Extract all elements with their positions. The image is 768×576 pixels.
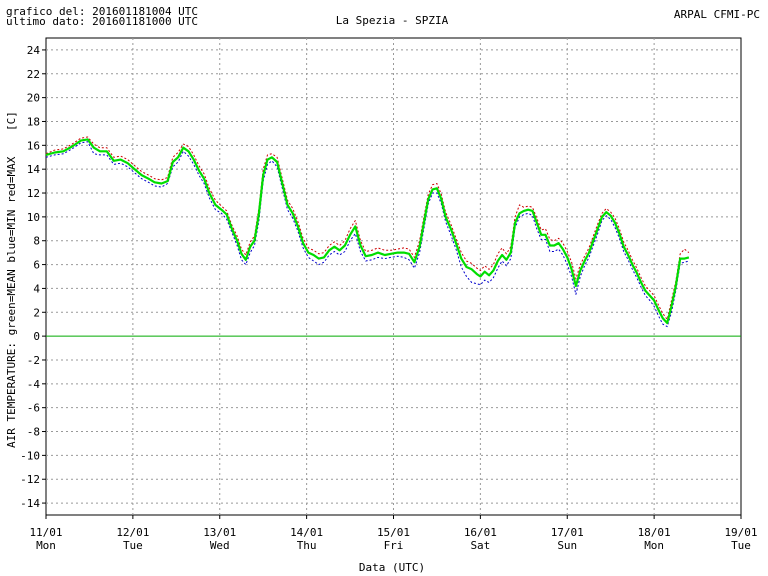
y-tick-label: 20 bbox=[27, 92, 40, 105]
mean-series-line bbox=[45, 138, 690, 325]
x-tick-day: Mon bbox=[644, 539, 664, 552]
header-graph-time: grafico del: 201601181004 UTC bbox=[6, 5, 198, 18]
x-tick-day: Tue bbox=[731, 539, 751, 552]
y-tick-label: 12 bbox=[27, 187, 40, 200]
x-tick-date: 14/01 bbox=[290, 526, 323, 539]
y-axis-unit: [C] bbox=[5, 111, 18, 131]
x-tick-date: 13/01 bbox=[203, 526, 236, 539]
x-tick-day: Sat bbox=[470, 539, 490, 552]
y-tick-label: 14 bbox=[27, 163, 41, 176]
y-tick-label: 22 bbox=[27, 68, 40, 81]
x-tick-day: Wed bbox=[210, 539, 230, 552]
x-tick-date: 11/01 bbox=[29, 526, 62, 539]
header-last-data-time: ultimo dato: 201601181000 UTC bbox=[6, 15, 198, 28]
y-tick-label: 4 bbox=[33, 282, 40, 295]
x-tick-date: 12/01 bbox=[116, 526, 149, 539]
y-tick-label: 16 bbox=[27, 139, 40, 152]
min-series-line bbox=[45, 141, 690, 328]
x-tick-day: Tue bbox=[123, 539, 143, 552]
y-tick-label: 6 bbox=[33, 259, 40, 272]
x-tick-date: 19/01 bbox=[724, 526, 757, 539]
y-tick-label: 0 bbox=[33, 330, 40, 343]
y-tick-label: 18 bbox=[27, 115, 40, 128]
x-tick-day: Fri bbox=[384, 539, 404, 552]
y-tick-label: -8 bbox=[27, 426, 40, 439]
x-tick-day: Thu bbox=[297, 539, 317, 552]
y-tick-label: 24 bbox=[27, 44, 41, 57]
y-tick-label: 2 bbox=[33, 306, 40, 319]
y-tick-label: -10 bbox=[20, 449, 40, 462]
y-axis-label: AIR TEMPERATURE: green=MEAN blue=MIN red… bbox=[5, 156, 18, 448]
x-tick-date: 18/01 bbox=[638, 526, 671, 539]
y-tick-label: -2 bbox=[27, 354, 40, 367]
x-tick-date: 15/01 bbox=[377, 526, 410, 539]
y-tick-label: -4 bbox=[27, 378, 41, 391]
y-tick-label: -14 bbox=[20, 497, 40, 510]
x-axis-label: Data (UTC) bbox=[359, 561, 425, 574]
chart-title: La Spezia - SPZIA bbox=[336, 14, 449, 27]
x-tick-day: Sun bbox=[557, 539, 577, 552]
y-tick-label: -6 bbox=[27, 402, 40, 415]
max-series-line bbox=[45, 136, 690, 320]
x-tick-date: 16/01 bbox=[464, 526, 497, 539]
x-tick-day: Mon bbox=[36, 539, 56, 552]
agency-label: ARPAL CFMI-PC bbox=[674, 8, 760, 21]
y-tick-label: 10 bbox=[27, 211, 40, 224]
y-tick-label: -12 bbox=[20, 473, 40, 486]
y-tick-label: 8 bbox=[33, 235, 40, 248]
x-tick-date: 17/01 bbox=[551, 526, 584, 539]
